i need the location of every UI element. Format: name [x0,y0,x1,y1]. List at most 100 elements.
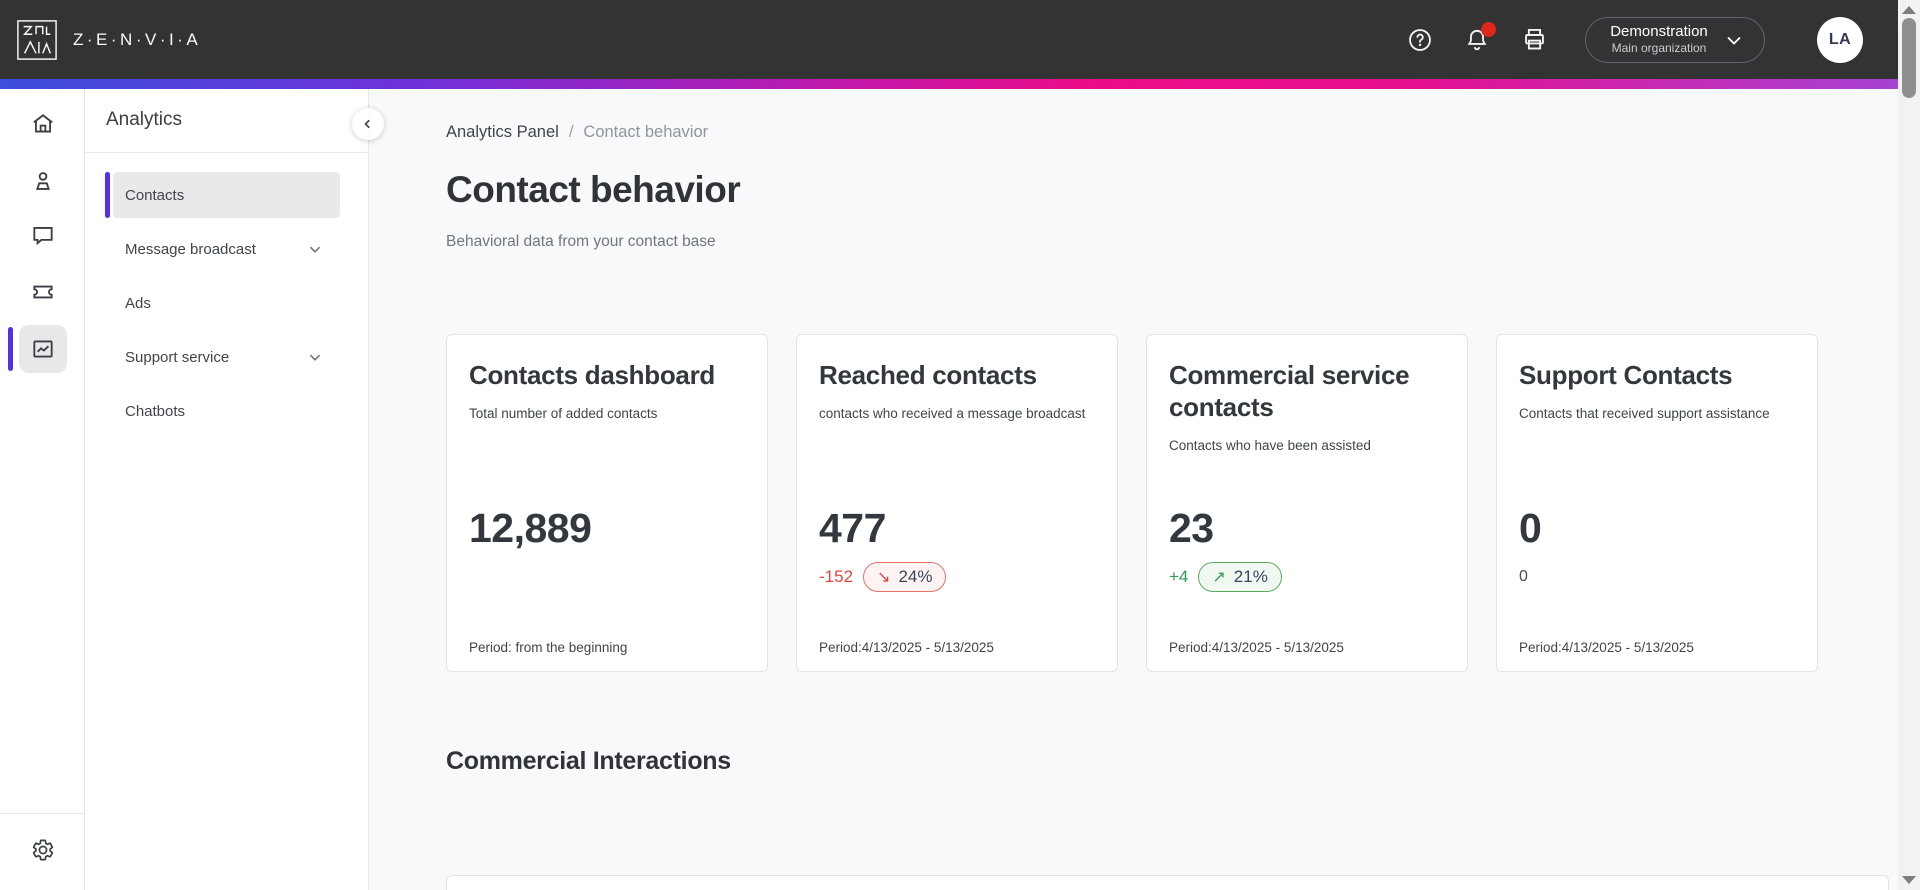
scroll-down-arrow[interactable] [1902,876,1916,884]
sidebar-item-label: Chatbots [125,402,186,420]
scroll-up-arrow[interactable] [1902,6,1916,14]
main-content: Analytics Panel / Contact behavior Conta… [369,89,1898,890]
card-description: Contacts that received support assistanc… [1519,406,1770,421]
topbar-actions: Demonstration Main organization LA [1405,16,1863,63]
sidebar-item-label: Support service [125,348,230,366]
contacts-icon [36,172,50,190]
analytics-sidebar: Analytics Contacts Message broadcast Ads [85,89,384,890]
zenvia-logo-icon [16,19,58,61]
stat-cards-row: Contacts dashboard Total number of added… [446,334,1818,672]
trend-down-icon: ↘ [877,569,891,586]
card-title: Reached contacts [819,360,1037,390]
card-commercial-service-contacts: Commercial service contacts Contacts who… [1146,334,1468,672]
organization-subtitle: Main organization [1611,41,1707,56]
breadcrumb-current: Contact behavior [583,123,709,141]
sidebar-collapse-button[interactable] [352,108,384,140]
print-button[interactable] [1519,25,1549,55]
rail-contacts-button[interactable] [19,157,67,205]
topbar: Z·E·N·V·I·A [0,0,1898,79]
sidebar-item-chatbots[interactable]: Chatbots [113,388,340,434]
card-delta: -152 ↘ 24% [819,561,947,593]
card-period: Period:4/13/2025 - 5/13/2025 [1519,640,1694,655]
card-period: Period: from the beginning [469,640,628,655]
sidebar-item-contacts[interactable]: Contacts [105,172,340,218]
organization-name: Demonstration [1610,22,1708,40]
sidebar-item-message-broadcast[interactable]: Message broadcast [113,226,340,272]
sidebar-item-label: Contacts [125,186,185,204]
notifications-button[interactable] [1462,21,1496,55]
trend-badge: ↗ 21% [1198,562,1282,592]
icon-rail [0,89,85,890]
brand: Z·E·N·V·I·A [16,19,201,61]
ticket-icon [33,285,53,299]
card-title: Support Contacts [1519,360,1733,390]
card-description: Contacts who have been assisted [1169,438,1371,453]
card-value: 0 [1519,505,1542,551]
trend-up-icon: ↗ [1212,569,1226,586]
avatar-initials: LA [1828,30,1852,48]
rail-analytics-button[interactable] [19,325,67,373]
rail-divider [0,813,85,814]
chevron-down-icon [309,246,321,253]
card-value: 477 [819,505,886,551]
rail-home-button[interactable] [19,100,67,148]
gear-icon [32,839,54,861]
rail-active-indicator [8,327,13,371]
section-title-commercial-interactions: Commercial Interactions [446,747,731,775]
sidebar-item-support-service[interactable]: Support service [113,334,340,380]
help-icon [1409,28,1431,51]
page-subtitle: Behavioral data from your contact base [446,233,716,250]
trend-percent: 24% [898,567,933,586]
brand-wordmark: Z·E·N·V·I·A [73,29,202,49]
sidebar-item-label: Ads [125,294,151,312]
trend-badge: ↘ 24% [863,562,947,592]
brand-gradient-bar [0,79,1898,89]
sidebar-divider [85,152,368,153]
chevron-down-icon [1727,36,1741,45]
card-contacts-dashboard: Contacts dashboard Total number of added… [446,334,768,672]
rail-ticket-button[interactable] [19,268,67,316]
card-period: Period:4/13/2025 - 5/13/2025 [819,640,994,655]
avatar[interactable]: LA [1817,16,1863,63]
card-delta: 0 [1519,561,1528,593]
delta-value: 0 [1519,568,1528,585]
card-description: Total number of added contacts [469,406,658,421]
page-title: Contact behavior [446,169,741,210]
chevron-left-icon [364,119,370,129]
notification-dot [1481,21,1496,37]
organization-selector[interactable]: Demonstration Main organization [1585,16,1765,63]
active-indicator [105,172,110,218]
breadcrumb-analytics-panel[interactable]: Analytics Panel [446,123,559,141]
card-value: 23 [1169,505,1214,551]
card-reached-contacts: Reached contacts contacts who received a… [796,334,1118,672]
sidebar-item-label: Message broadcast [125,240,256,258]
help-button[interactable] [1405,25,1435,55]
card-support-contacts: Support Contacts Contacts that received … [1496,334,1818,672]
organization-labels: Demonstration Main organization [1610,23,1708,57]
breadcrumb-separator: / [568,123,574,141]
sidebar-title: Analytics [106,109,183,130]
card-description: contacts who received a message broadcas… [819,406,1086,421]
chat-icon [33,227,53,246]
printer-icon [1524,28,1544,50]
card-title: Commercial service contacts [1169,360,1410,422]
card-period: Period:4/13/2025 - 5/13/2025 [1169,640,1344,655]
breadcrumb: Analytics Panel / Contact behavior [446,123,708,142]
trend-percent: 21% [1233,567,1268,586]
card-title: Contacts dashboard [469,360,715,390]
commercial-interactions-card [446,875,1889,890]
rail-settings-button[interactable] [19,826,67,874]
scrollbar-thumb[interactable] [1902,18,1916,98]
sidebar-item-ads[interactable]: Ads [113,280,340,326]
home-icon [33,114,53,133]
sidebar-menu: Contacts Message broadcast Ads Support s… [85,172,368,442]
card-delta: +4 ↗ 21% [1169,561,1282,593]
card-value: 12,889 [469,505,592,551]
vertical-scrollbar[interactable] [1898,0,1920,890]
analytics-chart-icon [33,340,53,358]
delta-value: -152 [819,567,854,586]
chevron-down-icon [309,354,321,361]
bell-icon [1467,29,1487,50]
rail-chat-button[interactable] [19,211,67,259]
